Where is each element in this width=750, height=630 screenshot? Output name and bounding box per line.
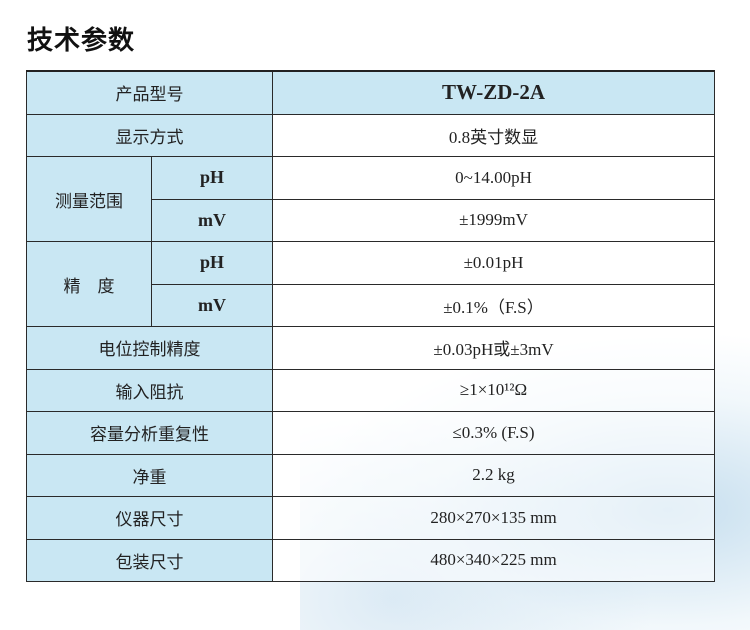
table-row: 净重 2.2 kg — [26, 453, 715, 497]
row-value: 0~14.00pH — [272, 156, 715, 200]
page-title: 技术参数 — [27, 26, 136, 56]
row-value: TW-ZD-2A — [272, 70, 715, 115]
table-row: 容量分析重复性 ≤0.3% (F.S) — [26, 411, 715, 455]
table-row: 电位控制精度 ±0.03pH或±3mV — [26, 326, 715, 370]
row-label: 显示方式 — [26, 113, 273, 157]
row-value: ±0.1%（F.S） — [272, 283, 715, 327]
row-label: 输入阻抗 — [26, 368, 273, 412]
table-row: 精 度 pH ±0.01pH — [26, 241, 715, 327]
row-value: 2.2 kg — [272, 453, 715, 497]
row-value: ≥1×10¹²Ω — [272, 368, 715, 412]
spec-table: 产品型号 TW-ZD-2A 显示方式 0.8英寸数显 测量范围 pH 0~14.00pH mV… — [26, 70, 715, 582]
sub-label: mV — [151, 198, 273, 242]
row-label: 电位控制精度 — [26, 326, 273, 370]
row-value: 480×340×225 mm — [272, 538, 715, 582]
row-label: 容量分析重复性 — [26, 411, 273, 455]
row-label: 产品型号 — [26, 70, 273, 115]
row-label: 仪器尺寸 — [26, 496, 273, 540]
row-label: 包装尺寸 — [26, 538, 273, 582]
sub-label: pH — [151, 156, 273, 200]
row-label: 净重 — [26, 453, 273, 497]
sub-label: mV — [151, 283, 273, 327]
table-row: mV ±1999mV — [27, 198, 715, 242]
table-row: 测量范围 pH 0~14.00pH — [26, 156, 715, 242]
table-row: mV ±0.1%（F.S） — [27, 283, 715, 327]
table-row: 输入阻抗 ≥1×10¹²Ω — [26, 368, 715, 412]
table-row: 包装尺寸 480×340×225 mm — [26, 538, 715, 582]
table-row: 产品型号 TW-ZD-2A — [26, 70, 715, 115]
row-value: ±1999mV — [272, 198, 715, 242]
row-value: 280×270×135 mm — [272, 496, 715, 540]
row-label: 精 度 — [26, 241, 152, 327]
table-row: 显示方式 0.8英寸数显 — [26, 113, 715, 157]
row-value: 0.8英寸数显 — [272, 113, 715, 157]
row-value: ≤0.3% (F.S) — [272, 411, 715, 455]
table-row: 仪器尺寸 280×270×135 mm — [26, 496, 715, 540]
row-label: 测量范围 — [26, 156, 152, 242]
row-value: ±0.01pH — [272, 241, 715, 285]
sub-label: pH — [151, 241, 273, 285]
row-value: ±0.03pH或±3mV — [272, 326, 715, 370]
